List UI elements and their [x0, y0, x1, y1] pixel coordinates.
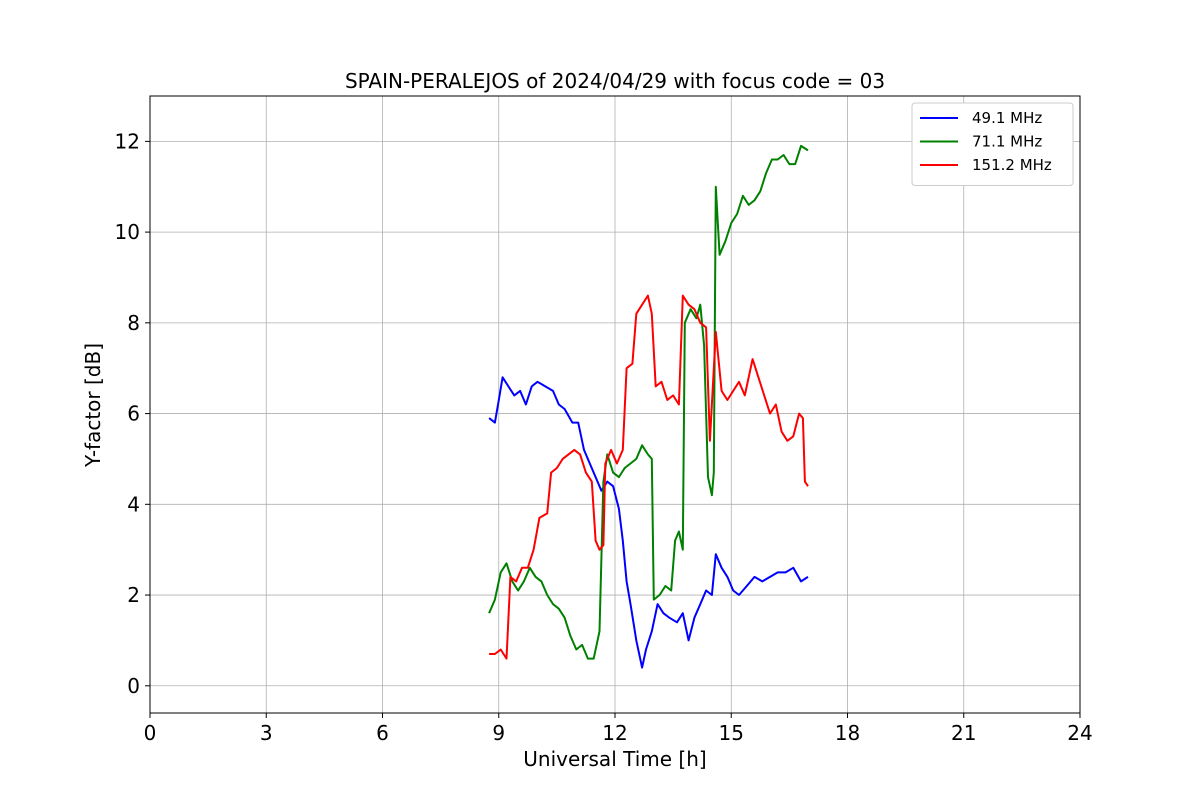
- y-tick-label: 2: [127, 583, 140, 607]
- x-tick-label: 24: [1067, 721, 1092, 745]
- x-tick-label: 3: [260, 721, 273, 745]
- y-tick-label: 8: [127, 311, 140, 335]
- legend-label: 71.1 MHz: [972, 133, 1042, 151]
- x-axis-ticks: 0 3 6 9 12 15 18 21 24: [144, 713, 1093, 745]
- y-tick-label: 12: [115, 129, 140, 153]
- x-axis-label: Universal Time [h]: [523, 747, 706, 771]
- y-tick-label: 10: [115, 220, 140, 244]
- y-axis-ticks: 0 2 4 6 8 10 12: [115, 129, 150, 698]
- series-line-151-2-mhz: [489, 294, 809, 660]
- series-lines: [488, 144, 809, 669]
- x-tick-label: 18: [835, 721, 860, 745]
- x-tick-label: 15: [719, 721, 744, 745]
- y-tick-label: 0: [127, 674, 140, 698]
- series-line-71-1-mhz: [488, 144, 809, 660]
- legend: 49.1 MHz 71.1 MHz 151.2 MHz: [911, 102, 1074, 186]
- grid: [149, 96, 1081, 713]
- x-tick-label: 0: [144, 721, 157, 745]
- x-tick-label: 21: [951, 721, 976, 745]
- x-tick-label: 9: [492, 721, 505, 745]
- series-line-49-1-mhz: [488, 376, 809, 669]
- chart-title: SPAIN-PERALEJOS of 2024/04/29 with focus…: [345, 69, 885, 93]
- legend-label: 49.1 MHz: [972, 109, 1042, 127]
- y-axis-label: Y-factor [dB]: [81, 343, 105, 468]
- x-tick-label: 6: [376, 721, 389, 745]
- y-tick-label: 4: [127, 492, 140, 516]
- legend-label: 151.2 MHz: [972, 156, 1052, 174]
- x-tick-label: 12: [602, 721, 627, 745]
- y-tick-label: 6: [127, 402, 140, 426]
